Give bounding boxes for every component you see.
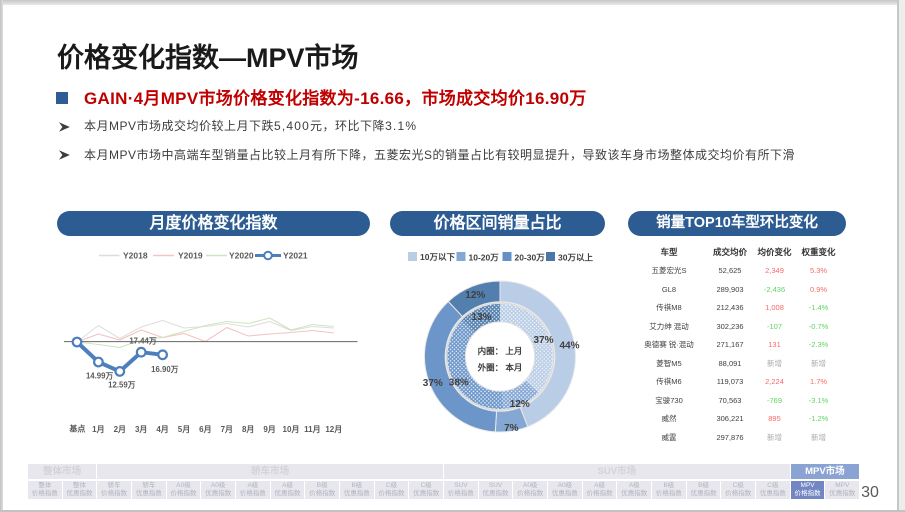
svg-text:12月: 12月 bbox=[325, 425, 342, 434]
svg-text:8月: 8月 bbox=[242, 425, 254, 434]
svg-text:1月: 1月 bbox=[92, 425, 104, 434]
svg-text:20-30万: 20-30万 bbox=[515, 253, 546, 263]
svg-text:37%: 37% bbox=[423, 378, 443, 389]
svg-text:6月: 6月 bbox=[199, 425, 211, 434]
svg-text:37%: 37% bbox=[533, 335, 553, 346]
svg-text:17.44万: 17.44万 bbox=[129, 337, 157, 346]
svg-text:11月: 11月 bbox=[304, 425, 320, 434]
svg-text:2月: 2月 bbox=[114, 425, 126, 434]
svg-text:基点: 基点 bbox=[68, 424, 85, 434]
svg-text:3月: 3月 bbox=[135, 425, 147, 434]
svg-text:16.90万: 16.90万 bbox=[151, 365, 179, 374]
svg-text:14.99万: 14.99万 bbox=[86, 372, 114, 381]
svg-text:外圈： 本月: 外圈： 本月 bbox=[477, 363, 523, 373]
svg-text:13%: 13% bbox=[471, 312, 491, 323]
svg-text:Y2019: Y2019 bbox=[178, 251, 203, 261]
svg-text:30万以上: 30万以上 bbox=[558, 253, 593, 263]
svg-text:内圈： 上月: 内圈： 上月 bbox=[478, 346, 523, 356]
svg-text:Y2021: Y2021 bbox=[283, 251, 308, 261]
svg-text:12%: 12% bbox=[510, 399, 530, 410]
svg-text:10-20万: 10-20万 bbox=[469, 253, 500, 263]
svg-text:12%: 12% bbox=[465, 290, 485, 301]
svg-text:Y2020: Y2020 bbox=[229, 251, 254, 261]
svg-text:7%: 7% bbox=[504, 423, 519, 434]
svg-text:44%: 44% bbox=[559, 341, 579, 352]
svg-text:Y2018: Y2018 bbox=[123, 251, 148, 261]
svg-text:5月: 5月 bbox=[178, 425, 190, 434]
svg-text:38%: 38% bbox=[449, 378, 469, 389]
svg-text:9月: 9月 bbox=[263, 425, 275, 434]
svg-text:12.59万: 12.59万 bbox=[108, 381, 136, 390]
svg-text:4月: 4月 bbox=[156, 425, 168, 434]
svg-text:10万以下: 10万以下 bbox=[420, 252, 455, 262]
svg-text:10月: 10月 bbox=[283, 425, 300, 434]
svg-text:7月: 7月 bbox=[221, 425, 233, 434]
